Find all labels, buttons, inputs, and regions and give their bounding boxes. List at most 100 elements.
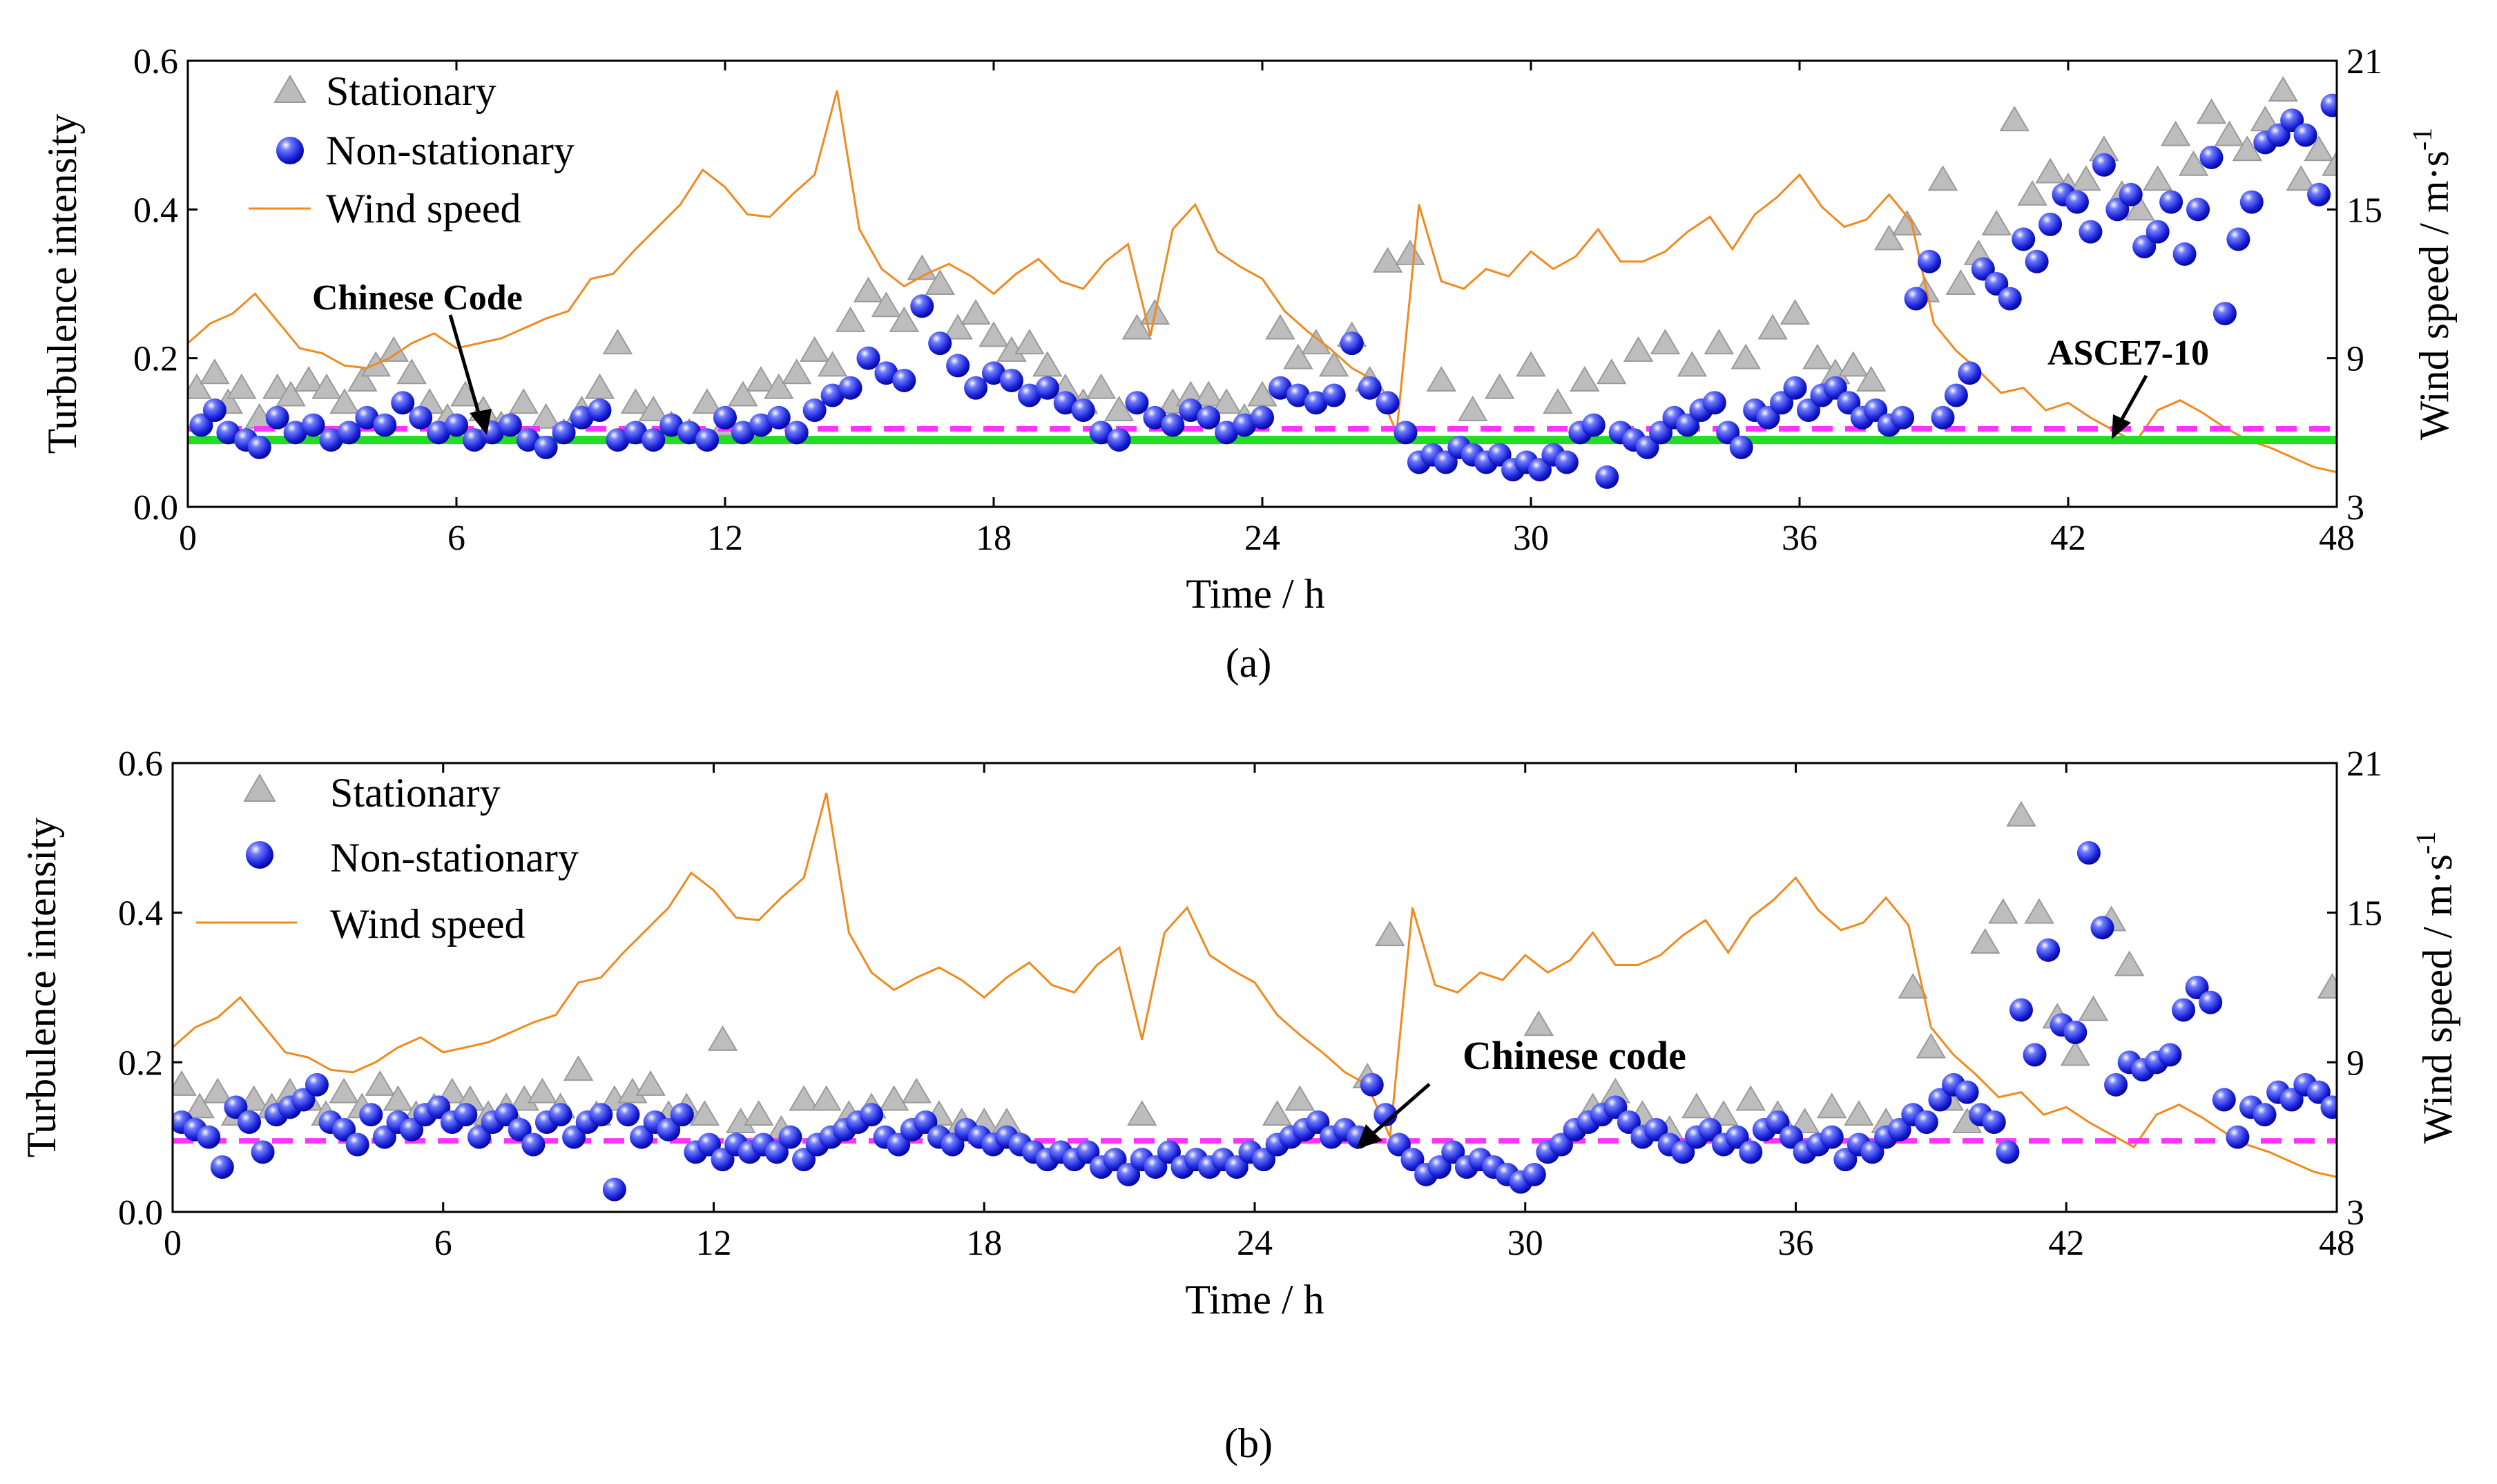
nonstationary-point bbox=[589, 1103, 613, 1127]
y2-tick-label: 15 bbox=[2346, 191, 2382, 230]
stationary-point bbox=[383, 1085, 414, 1111]
nonstationary-point bbox=[1089, 421, 1113, 445]
stationary-point bbox=[1735, 1085, 1766, 1111]
series-nonstationary bbox=[189, 93, 2337, 489]
nonstationary-point bbox=[1322, 383, 1346, 407]
nonstationary-point bbox=[1998, 287, 2022, 311]
stationary-point bbox=[1650, 329, 1681, 355]
stationary-point bbox=[1265, 314, 1295, 340]
nonstationary-point bbox=[1179, 398, 1203, 423]
stationary-point bbox=[1543, 388, 1573, 414]
stationary-point bbox=[1014, 329, 1045, 355]
stationary-point bbox=[1757, 314, 1788, 340]
x-tick-label: 42 bbox=[2050, 519, 2086, 558]
nonstationary-point bbox=[2212, 302, 2237, 326]
stationary-point bbox=[1838, 351, 1869, 377]
nonstationary-point bbox=[1215, 421, 1239, 445]
nonstationary-point bbox=[1304, 391, 1328, 415]
nonstationary-point bbox=[427, 1095, 451, 1119]
nonstationary-point bbox=[2119, 182, 2143, 206]
nonstationary-point bbox=[552, 421, 576, 445]
y2-tick-label: 9 bbox=[2346, 1043, 2364, 1083]
nonstationary-point bbox=[670, 1103, 694, 1127]
nonstationary-point bbox=[337, 421, 361, 445]
nonstationary-point bbox=[2307, 182, 2331, 206]
stationary-point bbox=[2178, 150, 2209, 176]
stationary-point bbox=[2124, 195, 2155, 221]
stationary-point bbox=[1283, 343, 1313, 369]
nonstationary-point bbox=[319, 428, 343, 452]
stationary-point bbox=[200, 358, 230, 385]
nonstationary-point bbox=[332, 1117, 356, 1141]
annotation-text: ASCE7-10 bbox=[2047, 334, 2209, 373]
wind-speed-line bbox=[173, 792, 2337, 1178]
stationary-point bbox=[2142, 165, 2173, 191]
nonstationary-point bbox=[2105, 197, 2130, 222]
nonstationary-point bbox=[1441, 1140, 1465, 1164]
annotation-arrowhead bbox=[470, 409, 492, 435]
stationary-point bbox=[889, 306, 920, 332]
stationary-point bbox=[901, 1077, 932, 1104]
stationary-point bbox=[1570, 365, 1600, 392]
stationary-point bbox=[1677, 351, 1708, 377]
nonstationary-point bbox=[2212, 1088, 2236, 1112]
nonstationary-point bbox=[1649, 421, 1673, 445]
y2-tick-label: 9 bbox=[2346, 340, 2364, 379]
stationary-point bbox=[1816, 1092, 1847, 1119]
nonstationary-point bbox=[1860, 1140, 1884, 1164]
nonstationary-point bbox=[1820, 1125, 1844, 1149]
nonstationary-point bbox=[928, 331, 952, 356]
nonstationary-point bbox=[1251, 405, 1274, 430]
stationary-point bbox=[746, 365, 776, 392]
annotation-arrow bbox=[448, 314, 482, 418]
stationary-point bbox=[184, 1092, 215, 1119]
stationary-point bbox=[347, 365, 378, 392]
nonstationary-point bbox=[2146, 220, 2170, 244]
stationary-point bbox=[764, 373, 794, 399]
stationary-point bbox=[1988, 898, 2018, 924]
nonstationary-point bbox=[2226, 1125, 2250, 1149]
nonstationary-point bbox=[1887, 1117, 1911, 1141]
nonstationary-point bbox=[1698, 1117, 1722, 1141]
nonstationary-point bbox=[1394, 421, 1418, 445]
y-tick-label: 0.2 bbox=[133, 340, 178, 379]
nonstationary-point bbox=[2226, 227, 2250, 251]
plot-area bbox=[173, 792, 2337, 1202]
nonstationary-point bbox=[372, 1125, 396, 1149]
nonstationary-point bbox=[1197, 405, 1221, 430]
nonstationary-point bbox=[265, 405, 289, 430]
nonstationary-point bbox=[534, 435, 558, 459]
stationary-point bbox=[1730, 343, 1761, 369]
nonstationary-point bbox=[1702, 391, 1726, 415]
nonstationary-point bbox=[1107, 428, 1131, 452]
nonstationary-point bbox=[2293, 123, 2317, 147]
annotation-arrow bbox=[1373, 1083, 1431, 1134]
stationary-point bbox=[1211, 388, 1242, 414]
series-nonstationary bbox=[173, 841, 2337, 1202]
nonstationary-point bbox=[498, 413, 522, 437]
nonstationary-point bbox=[2009, 998, 2033, 1022]
nonstationary-point bbox=[1928, 1088, 1952, 1112]
nonstationary-point bbox=[345, 1133, 369, 1157]
legend-marker-nonstationary bbox=[276, 137, 304, 164]
stationary-point bbox=[1999, 106, 2030, 132]
stationary-point bbox=[2071, 165, 2101, 191]
nonstationary-point bbox=[2253, 1103, 2277, 1127]
stationary-point bbox=[2268, 76, 2298, 102]
nonstationary-point bbox=[1823, 376, 1847, 400]
stationary-point bbox=[396, 358, 427, 385]
nonstationary-point bbox=[892, 368, 916, 392]
nonstationary-point bbox=[792, 1148, 816, 1172]
nonstationary-point bbox=[1376, 391, 1400, 415]
nonstationary-point bbox=[1143, 405, 1167, 430]
nonstationary-point bbox=[784, 421, 809, 445]
stationary-point bbox=[437, 1077, 467, 1104]
stationary-point bbox=[530, 403, 561, 429]
x-tick-label: 18 bbox=[976, 519, 1012, 558]
stationary-point bbox=[744, 1100, 774, 1126]
stationary-point bbox=[1318, 351, 1349, 377]
x-tick-label: 12 bbox=[696, 1224, 732, 1263]
legend-label-wind-speed: Wind speed bbox=[326, 186, 521, 231]
nonstationary-point bbox=[197, 1125, 221, 1149]
stationary-point bbox=[692, 388, 722, 414]
